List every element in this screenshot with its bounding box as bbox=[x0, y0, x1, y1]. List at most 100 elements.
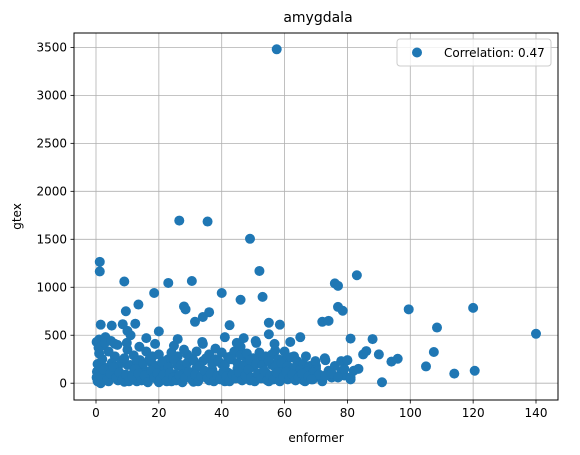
data-point bbox=[202, 216, 213, 227]
data-point bbox=[333, 372, 343, 383]
y-tick-label: 2000 bbox=[36, 185, 67, 199]
data-point bbox=[257, 291, 268, 302]
data-point bbox=[121, 337, 132, 348]
data-point bbox=[432, 322, 442, 333]
data-point bbox=[106, 320, 117, 331]
data-point bbox=[224, 320, 235, 331]
data-point bbox=[300, 351, 311, 362]
data-point bbox=[386, 356, 397, 367]
data-point bbox=[351, 270, 362, 281]
x-tick-label: 0 bbox=[92, 406, 100, 420]
x-tick-label: 140 bbox=[525, 406, 548, 420]
y-tick-label: 0 bbox=[59, 377, 67, 391]
data-point bbox=[216, 288, 227, 299]
data-point bbox=[271, 44, 282, 55]
data-point bbox=[112, 339, 123, 350]
data-point bbox=[144, 354, 155, 365]
x-tick-label: 80 bbox=[340, 406, 355, 420]
data-point bbox=[191, 346, 202, 357]
data-point bbox=[235, 294, 246, 305]
y-axis-label: gtex bbox=[10, 203, 24, 230]
data-point bbox=[531, 328, 541, 339]
data-point bbox=[295, 332, 306, 343]
data-point bbox=[119, 276, 130, 287]
x-tick-label: 60 bbox=[277, 406, 292, 420]
data-point bbox=[421, 361, 431, 372]
data-point bbox=[310, 356, 321, 367]
scatter-points bbox=[91, 44, 541, 389]
data-point bbox=[133, 299, 144, 310]
data-point bbox=[367, 334, 378, 345]
data-point bbox=[377, 377, 387, 388]
data-point bbox=[197, 336, 208, 347]
data-point bbox=[428, 347, 439, 358]
data-point bbox=[345, 374, 356, 385]
data-point bbox=[323, 315, 334, 326]
data-point bbox=[186, 276, 197, 287]
data-point bbox=[180, 304, 191, 315]
data-point bbox=[269, 338, 280, 349]
data-point bbox=[274, 319, 285, 330]
data-point bbox=[153, 326, 164, 337]
data-point bbox=[119, 353, 130, 364]
data-point bbox=[125, 330, 136, 341]
plot-frame bbox=[73, 32, 559, 401]
data-point bbox=[403, 304, 414, 315]
axis-ticks: 0 20 40 60 80 100 120 140 0 500 1000 1500 2000 2500 30… bbox=[36, 41, 547, 420]
y-tick-label: 1500 bbox=[36, 233, 67, 247]
data-point bbox=[373, 349, 384, 360]
data-point bbox=[469, 365, 480, 376]
x-tick-label: 100 bbox=[399, 406, 422, 420]
data-point bbox=[97, 354, 108, 365]
y-tick-label: 1000 bbox=[36, 281, 67, 295]
data-point bbox=[339, 363, 350, 374]
legend-label: Correlation: 0.47 bbox=[444, 46, 545, 60]
data-point bbox=[263, 317, 274, 328]
data-point bbox=[150, 338, 161, 349]
data-point bbox=[134, 341, 145, 352]
data-point bbox=[174, 215, 185, 226]
data-point bbox=[468, 302, 479, 313]
data-point bbox=[245, 233, 255, 244]
data-point bbox=[95, 319, 106, 330]
data-point bbox=[94, 256, 105, 267]
data-point bbox=[141, 333, 152, 344]
data-point bbox=[197, 312, 208, 323]
data-point bbox=[337, 305, 348, 316]
data-point bbox=[449, 368, 460, 379]
data-point bbox=[243, 364, 254, 375]
x-tick-label: 120 bbox=[462, 406, 485, 420]
data-point bbox=[285, 336, 296, 347]
data-point bbox=[179, 344, 189, 355]
data-point bbox=[238, 333, 249, 344]
data-point bbox=[345, 333, 356, 344]
data-point bbox=[94, 266, 105, 277]
data-point bbox=[254, 265, 265, 276]
data-point bbox=[219, 332, 230, 343]
data-point bbox=[250, 335, 261, 346]
y-tick-label: 3000 bbox=[36, 89, 67, 103]
legend-box bbox=[396, 38, 552, 67]
data-point bbox=[190, 316, 200, 327]
x-tick-label: 40 bbox=[214, 406, 229, 420]
y-tick-label: 3500 bbox=[36, 41, 67, 55]
data-point bbox=[163, 277, 174, 288]
legend-marker bbox=[412, 47, 422, 58]
y-tick-label: 2500 bbox=[36, 137, 67, 151]
data-point bbox=[120, 306, 131, 317]
data-point bbox=[319, 353, 330, 364]
x-tick-label: 20 bbox=[151, 406, 166, 420]
x-axis-label: enformer bbox=[288, 431, 343, 445]
data-point bbox=[342, 355, 353, 366]
y-tick-label: 500 bbox=[44, 329, 67, 343]
data-point bbox=[153, 349, 164, 360]
data-point bbox=[263, 329, 274, 340]
grid bbox=[74, 33, 558, 400]
data-point bbox=[149, 288, 160, 299]
data-point bbox=[172, 334, 183, 345]
legend: Correlation: 0.47 bbox=[396, 38, 552, 67]
data-point bbox=[306, 374, 317, 385]
data-point bbox=[353, 363, 364, 374]
